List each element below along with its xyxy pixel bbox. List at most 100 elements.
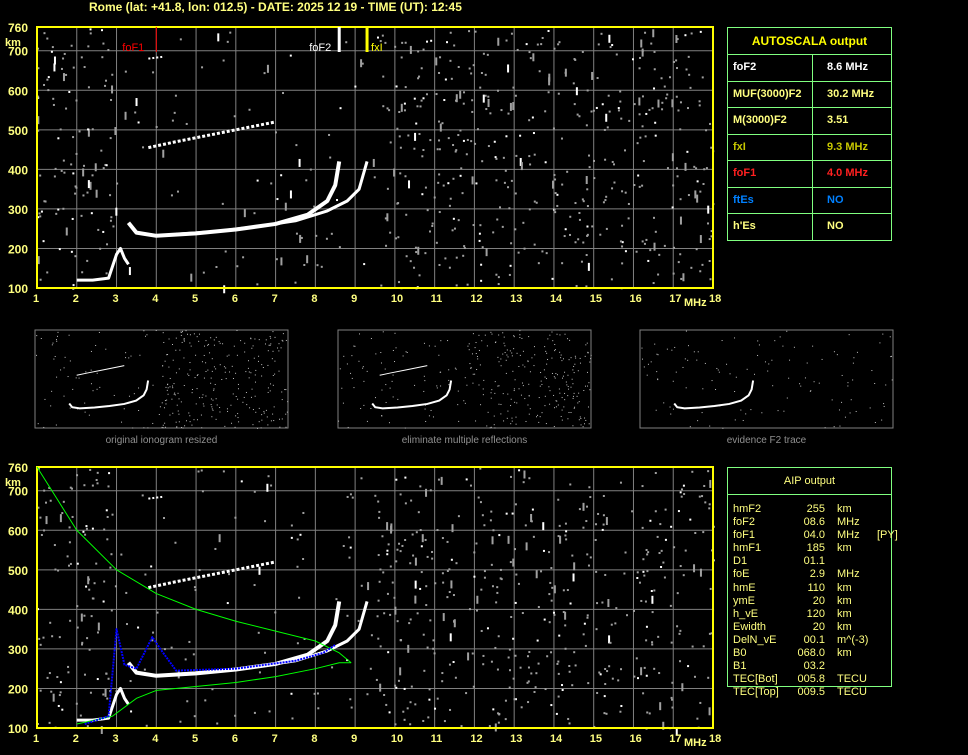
thumb-noise [362,366,364,368]
noise-dot [105,79,108,82]
noise-dot [152,631,155,634]
thumb-noise [735,376,737,378]
noise-dot [92,597,95,600]
noise-dot [61,708,64,711]
thumb-noise [721,340,723,342]
noise-dot [698,100,701,103]
noise-dot [111,73,114,76]
noise-dot [39,689,42,692]
thumb-noise [503,420,505,422]
thumb-noise [274,360,276,362]
noise-dot [690,266,693,269]
thumb-noise [254,338,256,340]
x-tick-label: 4 [152,293,159,305]
thumb-noise [516,402,518,404]
thumb-noise [189,369,191,371]
thumb-noise [588,423,590,425]
thumb-noise [585,344,587,346]
noise-dot [687,55,690,58]
noise-dot [463,247,466,250]
noise-dot [193,715,196,718]
noise-dot [201,66,204,69]
noise-dot [633,675,636,678]
noise-dot [605,195,608,198]
noise-dot [510,475,513,478]
noise-dot [504,718,507,721]
thumb-noise [432,416,434,418]
thumb-noise [245,371,247,373]
thumb-noise [164,400,166,402]
noise-dot [296,538,299,541]
y-tick-label: 500 [8,564,28,578]
noise-dot [377,599,380,602]
thumb-noise [384,368,386,370]
noise-dot [442,613,445,622]
noise-dot [644,135,647,138]
noise-dot [651,643,654,646]
noise-dot [315,234,318,237]
noise-dot [137,121,140,124]
noise-dot [360,477,363,480]
noise-dot [524,524,527,527]
noise-dot [106,243,109,246]
noise-dot [454,676,457,679]
thumb-noise [463,400,465,402]
noise-dot [495,157,498,160]
thumb-noise [685,330,687,332]
thumb-noise [54,355,56,357]
thumb-noise [783,410,785,412]
noise-dot [420,545,423,548]
thumb-noise [169,414,171,416]
thumb-noise [258,421,260,423]
noise-dot [459,90,462,99]
noise-dot [408,622,411,625]
noise-dot [508,686,511,689]
noise-dot [653,242,656,251]
noise-dot [425,488,428,497]
noise-dot [575,284,578,287]
noise-dot [649,249,652,252]
thumb-noise [274,373,276,375]
thumb-noise [551,372,553,374]
noise-dot [44,200,47,203]
noise-dot [60,67,63,70]
noise-dot [81,643,84,646]
noise-dot [593,177,596,180]
thumb-noise [436,385,438,387]
noise-dot [482,654,485,657]
noise-dot [646,711,649,714]
noise-dot [640,599,643,602]
thumb-noise [226,355,228,357]
thumb-noise [165,386,167,388]
noise-dot [453,619,456,622]
noise-dot [448,568,451,571]
thumb-noise [547,338,549,340]
thumb-noise [338,420,340,422]
noise-dot [59,681,62,684]
noise-dot [80,214,83,217]
thumb-noise [574,355,576,357]
profile-lower [76,662,352,725]
noise-dot [653,216,656,219]
thumb-noise [261,375,263,377]
thumb-noise [480,404,482,406]
noise-dot [573,103,576,106]
noise-dot [100,725,103,734]
noise-dot [671,681,674,684]
thumb-noise [255,369,257,371]
noise-dot [548,593,551,596]
thumb-noise [162,375,164,377]
noise-dot [455,94,458,103]
noise-dot [573,562,576,571]
thumb-noise [841,401,843,403]
noise-dot [53,63,56,72]
thumb-noise [570,386,572,388]
thumb-noise [237,417,239,419]
thumb-noise [231,422,233,424]
noise-dot [350,706,353,709]
thumb-noise [191,392,193,394]
thumb-noise [394,332,396,334]
noise-dot [582,502,585,511]
thumb-noise [56,376,58,378]
noise-dot [163,517,166,520]
